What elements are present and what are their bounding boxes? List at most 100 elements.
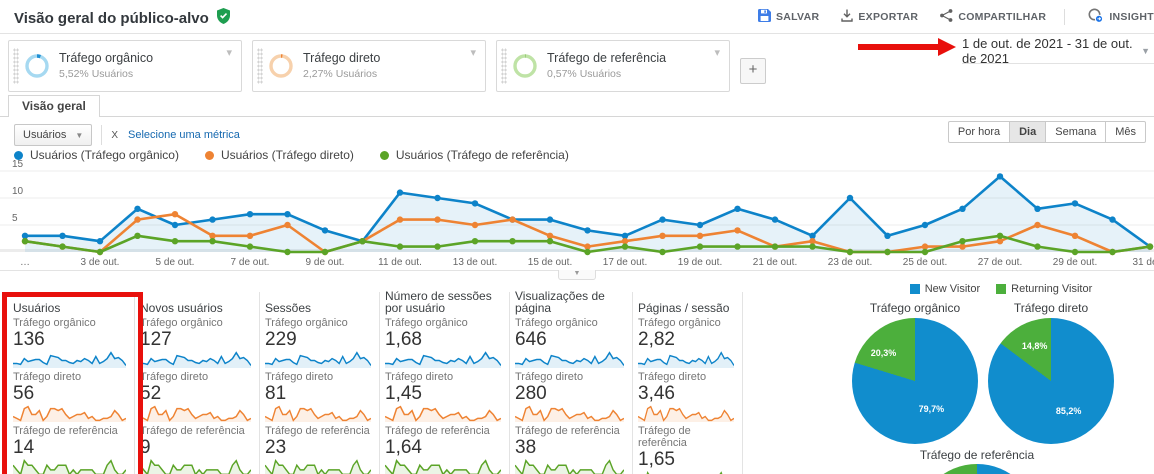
select-metric-link[interactable]: Selecione uma métrica [128,129,240,141]
scorecard-title: Páginas / sessão [638,301,730,315]
granularity-button-dia[interactable]: Dia [1009,121,1047,143]
chevron-down-icon: ▼ [1141,45,1150,56]
scorecard-segment-label: Tráfego direto [385,371,454,383]
scorecard-segment-label: Tráfego de referência [515,425,620,437]
scorecard-segment-label: Tráfego de referência [265,425,370,437]
x-axis-label: 9 de out. [305,257,345,268]
segment-card-2[interactable]: Tráfego de referência 0,57% Usuários ▾ [496,40,730,92]
pie-title: Tráfego direto [1013,301,1089,315]
tab-visao-geral[interactable]: Visão geral [8,95,100,117]
chevron-down-icon[interactable]: ▾ [226,47,232,59]
segment-value: 5,52% Usuários [59,68,134,80]
scorecard-segment-label: Tráfego direto [638,371,707,383]
scorecard-segment-label: Tráfego orgânico [638,317,721,329]
pie-slice-label: 85,2% [1055,406,1082,417]
pie-title: Tráfego de referência [919,448,1035,462]
export-icon [841,9,854,25]
scorecard-4: Visualizações de página Tráfego orgânico 6… [510,289,633,474]
scorecard-segment-label: Tráfego de referência [385,425,490,437]
sparkline-chart [140,404,251,422]
drag-handle-icon[interactable] [257,48,263,84]
scorecard-value: 1,64 [385,437,422,458]
legend-dot-icon [14,150,23,160]
scorecard-segment-label: Tráfego orgânico [385,317,468,329]
segment-donut-icon [24,53,50,84]
scorecard-value: 1,68 [385,329,422,350]
segment-name: Tráfego orgânico [59,51,154,65]
granularity-button-por-hora[interactable]: Por hora [947,121,1011,143]
legend-dot-icon [204,150,214,160]
scorecard-segment-label: Tráfego orgânico [13,317,96,329]
scorecard-title: Usuários [13,301,61,315]
granularity-button-semana[interactable]: Semana [1045,121,1107,143]
segment-card-1[interactable]: Tráfego direto 2,27% Usuários ▾ [252,40,486,92]
scorecard-value: 2,82 [638,329,675,350]
shield-check-icon [216,8,231,28]
scorecard-value: 229 [265,329,297,350]
segment-value: 2,27% Usuários [303,68,378,80]
scorecard-value: 14 [13,437,35,458]
pie-slice-label: 20,3% [870,348,897,359]
save-icon [757,8,771,25]
drag-handle-icon[interactable] [501,48,507,84]
chevron-down-icon[interactable]: ▾ [714,47,720,59]
date-range-text: 1 de out. de 2021 - 31 de out. de 2021 [962,35,1133,66]
scorecard-title: Visualizações de página [515,289,605,315]
x-axis-label: 27 de out. [977,257,1023,268]
sparkline-chart [13,350,126,368]
segment-name: Tráfego direto [303,51,381,65]
y-axis-label: 10 [12,186,24,197]
toolbar-button-compartilhar[interactable]: COMPARTILHAR [940,8,1046,25]
scorecard-value: 1,45 [385,383,422,404]
pie-chart-pie-referral [916,464,1038,474]
drag-handle-icon[interactable] [13,48,19,84]
segment-card-0[interactable]: Tráfego orgânico 5,52% Usuários ▾ [8,40,242,92]
sparkline-chart [515,458,624,474]
scorecard-segment-label: Tráfego orgânico [265,317,348,329]
sparkline-chart [265,404,371,422]
vs-label: X [111,129,118,141]
sparkline-chart [638,470,734,474]
sparkline-chart [385,458,501,474]
chart-collapse-handle[interactable]: ▼ [558,270,596,280]
date-range-selector[interactable]: 1 de out. de 2021 - 31 de out. de 2021 ▼ [962,35,1154,66]
annotation-arrow [858,44,940,50]
add-segment-button[interactable]: + [740,58,766,84]
scorecard-2: Sessões Tráfego orgânico 229 Tráfego direto… [260,292,380,474]
sparkline-chart [13,458,126,474]
pie-legend-item: New Visitor [909,283,980,295]
toolbar-divider [1064,8,1066,25]
chevron-down-icon[interactable]: ▾ [470,47,476,59]
x-axis-label: 23 de out. [827,257,873,268]
scorecard-value: 56 [13,383,35,404]
pie-legend-item: Returning Visitor [996,283,1092,295]
segment-value: 0,57% Usuários [547,68,622,80]
legend-item[interactable]: Usuários (Tráfego orgânico) [14,148,179,162]
toolbar-button-salvar[interactable]: SALVAR [757,8,819,25]
sparkline-chart [515,350,624,368]
scorecard-columns: Usuários Tráfego orgânico 136 Tráfego diret… [8,289,743,474]
legend-label: Usuários (Tráfego orgânico) [30,148,179,162]
scorecard-segment-label: Tráfego de referência [638,425,691,449]
header-bar: Visão geral do público-alvo SALVAR EXPORT… [0,0,1154,34]
x-axis-label: 21 de out. [752,257,798,268]
toolbar-button-exportar[interactable]: EXPORTAR [841,9,918,25]
x-axis-label: 25 de out. [902,257,948,268]
pie-legend: New Visitor Returning Visitor [868,283,1134,295]
x-axis-label: 5 de out. [155,257,195,268]
legend-item[interactable]: Usuários (Tráfego de referência) [379,148,569,162]
legend-swatch-icon [996,284,1007,294]
segment-name: Tráfego de referência [547,51,667,65]
scorecard-segment-label: Tráfego direto [515,371,584,383]
toolbar-button-insight[interactable]: INSIGHT [1087,8,1154,26]
legend-dot-icon [379,150,389,160]
sparkline-chart [140,350,251,368]
scorecard-title: Novos usuários [140,301,223,315]
metric-dropdown[interactable]: Usuários ▼ [14,124,93,146]
granularity-button-mês[interactable]: Mês [1105,121,1146,143]
legend-item[interactable]: Usuários (Tráfego direto) [204,148,354,162]
y-axis-label: 15 [12,159,24,170]
scorecard-segment-label: Tráfego orgânico [140,317,223,329]
scorecard-value: 38 [515,437,537,458]
sparkline-chart [385,404,501,422]
